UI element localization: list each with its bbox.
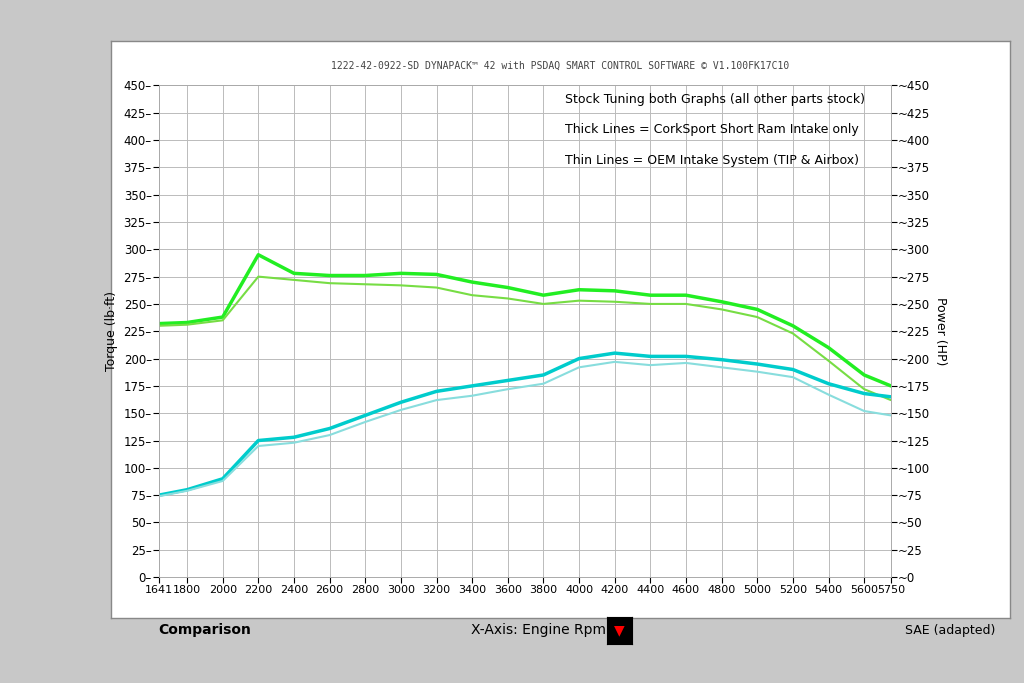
- Text: Thin Lines = OEM Intake System (TIP & Airbox): Thin Lines = OEM Intake System (TIP & Ai…: [565, 154, 859, 167]
- Text: Thick Lines = CorkSport Short Ram Intake only: Thick Lines = CorkSport Short Ram Intake…: [565, 123, 859, 136]
- Y-axis label: Torque (lb·ft): Torque (lb·ft): [105, 291, 118, 372]
- Text: Comparison: Comparison: [159, 623, 252, 637]
- Text: SAE (adapted): SAE (adapted): [905, 624, 995, 637]
- Text: 1222-42-0922-SD DYNAPACK™ 42 with PSDAQ SMART CONTROL SOFTWARE © V1.100FK17C10: 1222-42-0922-SD DYNAPACK™ 42 with PSDAQ …: [331, 61, 790, 71]
- Text: Stock Tuning both Graphs (all other parts stock): Stock Tuning both Graphs (all other part…: [565, 93, 865, 106]
- Y-axis label: Power (HP): Power (HP): [934, 297, 947, 365]
- Text: ▼: ▼: [614, 624, 625, 637]
- Text: X-Axis: Engine Rpm: X-Axis: Engine Rpm: [471, 623, 606, 637]
